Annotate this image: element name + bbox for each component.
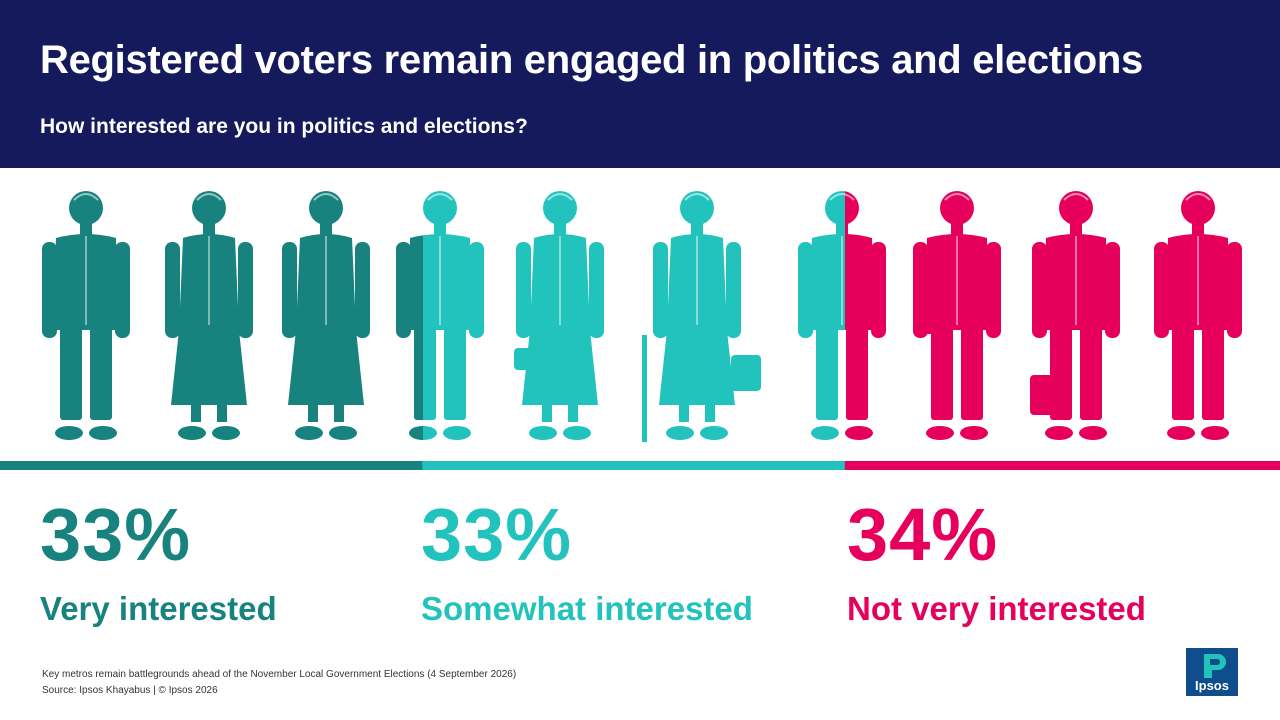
stat-somewhat-interested: 33% Somewhat interested xyxy=(421,498,753,628)
stat-percent: 33% xyxy=(40,493,192,576)
footer-note: Key metros remain battlegrounds ahead of… xyxy=(42,669,517,680)
teen-hoodie-cap-icon xyxy=(798,191,886,440)
man-polo-icon xyxy=(1154,191,1242,440)
person-tshirt-icon xyxy=(396,191,484,440)
bar-segment-1 xyxy=(422,461,846,470)
footer-source: Source: Ipsos Khayabus | © Ipsos 2026 xyxy=(42,685,218,696)
elderly-woman-cane-icon xyxy=(642,191,761,442)
stat-very-interested: 33% Very interested xyxy=(40,498,277,628)
man-blazer-icon xyxy=(42,191,130,440)
header-banner: Registered voters remain engaged in poli… xyxy=(0,0,1280,168)
page-subtitle: How interested are you in politics and e… xyxy=(40,115,528,138)
woman-scarf-icon xyxy=(282,191,370,440)
stat-label: Somewhat interested xyxy=(421,590,753,627)
stat-percent: 34% xyxy=(847,493,999,576)
logo-text: Ipsos xyxy=(1195,678,1229,693)
page-title: Registered voters remain engaged in poli… xyxy=(40,38,1143,82)
people-illustration xyxy=(42,191,1242,442)
stat-percent: 33% xyxy=(421,493,573,576)
woman-crossbody-bag-icon xyxy=(913,191,1001,440)
woman-dress-bag-icon xyxy=(514,191,604,440)
woman-suit-handbag-icon xyxy=(1030,191,1120,440)
bar-segment-0 xyxy=(0,461,423,470)
woman-dress-icon xyxy=(165,191,253,440)
bar-segment-2 xyxy=(844,461,1280,470)
share-bar xyxy=(0,461,1280,470)
footer-notes: Key metros remain battlegrounds ahead of… xyxy=(42,667,516,699)
stat-label: Very interested xyxy=(40,590,277,627)
ipsos-logo-icon: Ipsos xyxy=(1186,648,1238,696)
stat-not-very-interested: 34% Not very interested xyxy=(847,498,1146,628)
stat-label: Not very interested xyxy=(847,590,1146,627)
